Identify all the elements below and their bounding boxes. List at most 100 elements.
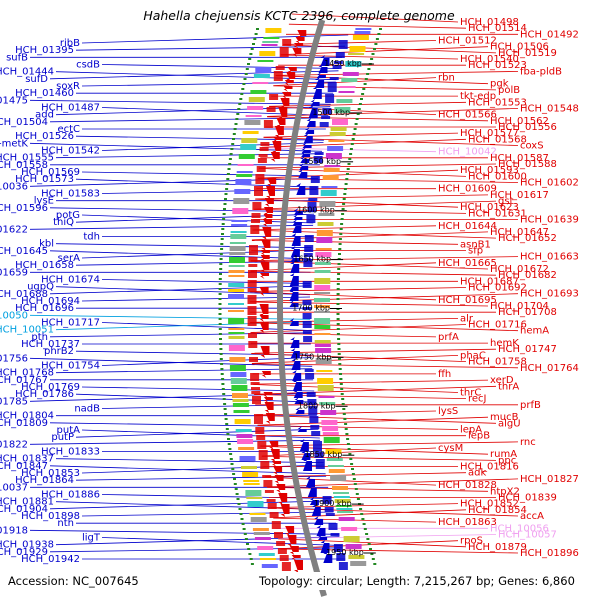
guide-dot	[235, 493, 239, 495]
gene-label: HCH_01839	[498, 492, 557, 503]
annotation-block	[345, 61, 362, 67]
label-connector	[75, 475, 327, 481]
guide-dot	[337, 343, 341, 345]
gene-label: tdh	[83, 232, 100, 243]
gene-feature	[323, 551, 333, 563]
gene-feature	[263, 397, 273, 403]
guide-dot	[231, 143, 235, 145]
guide-dot	[353, 483, 357, 485]
label-connector	[250, 270, 497, 276]
annotation-block	[228, 336, 245, 339]
guide-dot	[336, 328, 340, 330]
gene-label: HCH_01938	[0, 540, 54, 551]
gene-feature	[308, 198, 318, 201]
gene-feature	[308, 406, 318, 415]
gene-feature	[313, 156, 323, 163]
label-connector	[101, 142, 324, 151]
guide-dot	[337, 258, 341, 260]
gene-feature	[276, 118, 286, 128]
annotation-block	[322, 175, 339, 180]
gene-feature	[289, 289, 299, 301]
guide-dot	[240, 518, 244, 520]
gene-feature	[302, 307, 312, 310]
gene-feature	[310, 425, 320, 429]
guide-dot	[218, 323, 222, 325]
annotation-block	[336, 99, 353, 103]
gene-feature	[301, 151, 311, 157]
gene-feature	[260, 142, 270, 146]
guide-dot	[352, 478, 356, 480]
gene-label: HCH_01786	[15, 389, 74, 400]
label-connector	[101, 494, 331, 499]
gene-feature	[322, 108, 332, 114]
gene-feature	[322, 496, 332, 504]
annotation-block	[229, 246, 246, 251]
gene-feature	[269, 441, 279, 450]
label-connector	[81, 296, 311, 302]
gene-label: HCH_01645	[0, 246, 48, 257]
guide-dot	[341, 208, 345, 210]
annotation-block	[330, 475, 347, 481]
guide-dot	[219, 268, 223, 270]
gene-label: pth	[31, 332, 48, 343]
gene-label: lepA	[460, 425, 482, 436]
guide-dot	[221, 223, 225, 225]
gene-label: HCH_01854	[468, 505, 527, 516]
gene-feature	[292, 48, 302, 57]
guide-dot	[246, 543, 249, 545]
annotation-block	[327, 146, 344, 151]
annotation-block	[315, 358, 332, 364]
guide-dot	[234, 488, 238, 490]
gene-feature	[249, 245, 258, 255]
annotation-block	[263, 37, 280, 39]
gene-label: HCH_01542	[41, 146, 100, 157]
label-connector	[250, 318, 459, 323]
guide-dot	[357, 108, 361, 110]
label-connector	[251, 353, 467, 362]
gene-label: putA	[57, 425, 81, 436]
gene-label: HCH_01898	[21, 511, 80, 522]
guide-dot	[351, 138, 355, 140]
annotation-block	[341, 527, 358, 531]
annotation-block	[338, 517, 355, 521]
annotation-block	[229, 257, 245, 263]
guide-dot	[337, 263, 341, 265]
annotation-block	[316, 230, 333, 236]
gene-feature	[289, 273, 299, 286]
gene-feature	[302, 313, 312, 319]
gene-label: HCH_01754	[41, 361, 100, 372]
guide-dot	[340, 218, 344, 220]
annotation-block	[333, 496, 350, 498]
gene-label: HCH_01609	[438, 184, 497, 195]
gene-feature	[301, 450, 311, 460]
label-connector	[258, 168, 467, 177]
annotation-block	[231, 220, 248, 222]
gene-feature	[247, 288, 257, 292]
annotation-block	[241, 466, 257, 469]
gene-label: HCH_01647	[490, 227, 549, 238]
guide-dot	[228, 158, 232, 160]
label-connector	[81, 171, 319, 177]
guide-dot	[229, 153, 233, 155]
label-connector	[268, 106, 437, 115]
label-connector	[277, 534, 497, 539]
annotation-block	[229, 365, 246, 371]
annotation-block	[354, 31, 371, 34]
gene-feature	[258, 154, 268, 157]
gene-feature	[329, 77, 339, 80]
guide-dot	[347, 448, 351, 450]
gene-feature	[274, 532, 283, 538]
guide-dot	[249, 53, 253, 55]
tick-label: 1600 kbp	[297, 206, 335, 215]
gene-feature	[338, 40, 348, 49]
guide-dot	[230, 148, 234, 150]
gene-feature	[264, 490, 274, 493]
gene-feature	[338, 562, 348, 570]
label-connector	[75, 178, 318, 188]
gene-feature	[280, 504, 290, 517]
gene-label: sufD	[25, 74, 48, 85]
annotation-block	[238, 154, 255, 159]
gene-feature	[307, 399, 317, 405]
gene-feature	[289, 546, 299, 555]
guide-dot	[348, 158, 352, 160]
